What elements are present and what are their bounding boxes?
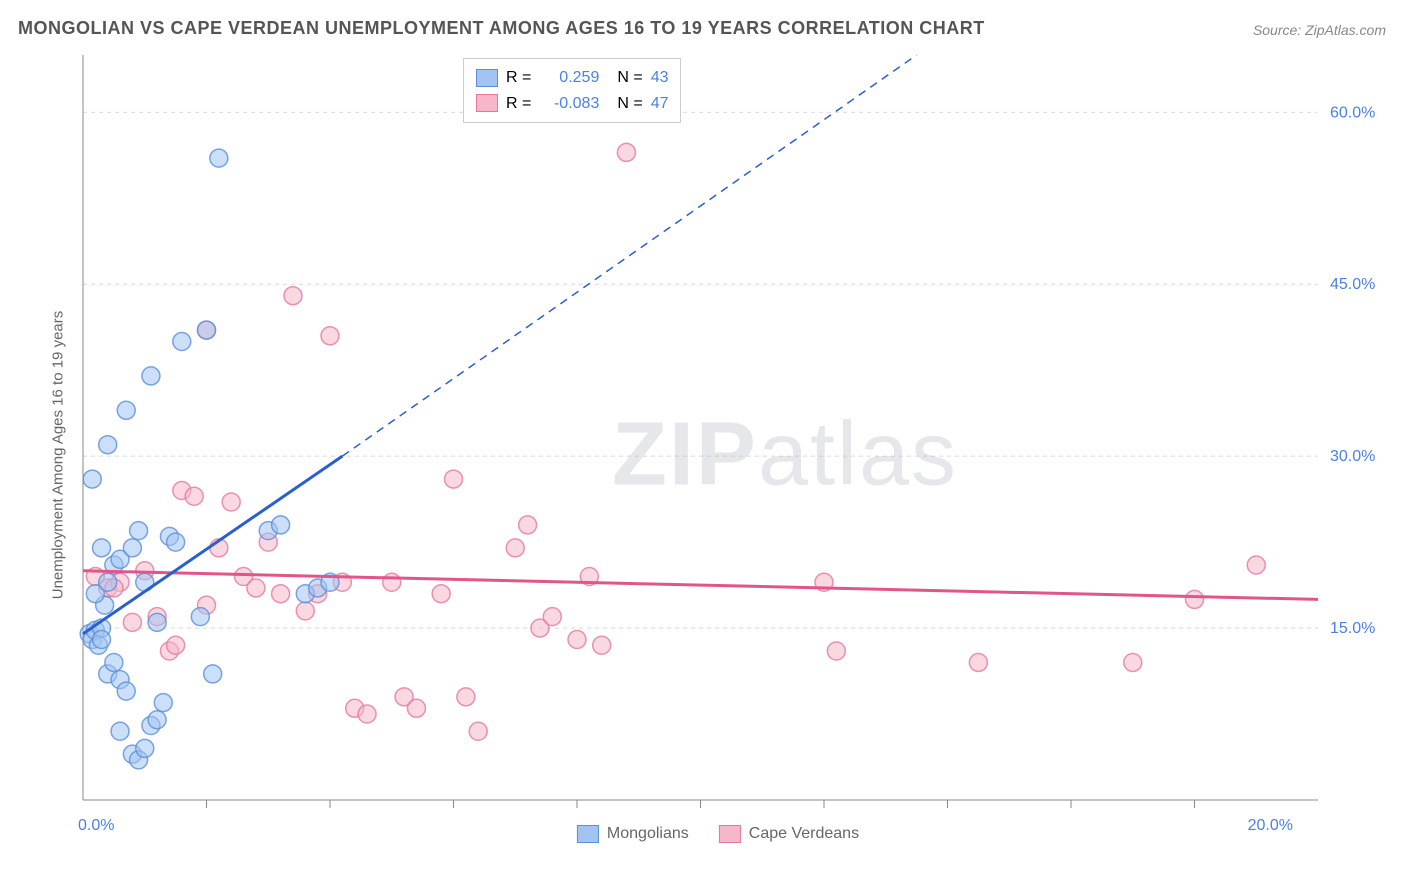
r-label-2: R = <box>506 91 531 117</box>
bottom-label-1: Mongolians <box>607 821 689 847</box>
n-label-2: N = <box>617 91 642 117</box>
svg-text:20.0%: 20.0% <box>1248 817 1293 834</box>
chart-area: Unemployment Among Ages 16 to 19 years 1… <box>48 55 1388 855</box>
bottom-swatch-2 <box>719 825 741 843</box>
r-value-2: -0.083 <box>539 91 599 117</box>
svg-text:60.0%: 60.0% <box>1330 104 1375 121</box>
n-value-2: 47 <box>651 91 669 117</box>
correlation-legend: R = 0.259 N = 43 R = -0.083 N = 47 <box>463 58 681 123</box>
legend-row-series2: R = -0.083 N = 47 <box>476 91 668 117</box>
legend-swatch-series2 <box>476 94 498 112</box>
bottom-legend-item-2: Cape Verdeans <box>719 821 859 847</box>
y-axis-label: Unemployment Among Ages 16 to 19 years <box>50 311 67 600</box>
scatter-plot-svg: 15.0% 30.0% 45.0% 60.0% 0.0% 20.0% <box>48 55 1388 855</box>
svg-text:15.0%: 15.0% <box>1330 620 1375 637</box>
source-attribution: Source: ZipAtlas.com <box>1253 22 1386 38</box>
bottom-legend-item-1: Mongolians <box>577 821 689 847</box>
legend-row-series1: R = 0.259 N = 43 <box>476 65 668 91</box>
n-value-1: 43 <box>651 65 669 91</box>
svg-text:45.0%: 45.0% <box>1330 276 1375 293</box>
n-label-1: N = <box>617 65 642 91</box>
bottom-legend: Mongolians Cape Verdeans <box>577 821 859 847</box>
legend-swatch-series1 <box>476 69 498 87</box>
svg-text:0.0%: 0.0% <box>78 817 114 834</box>
svg-text:30.0%: 30.0% <box>1330 448 1375 465</box>
chart-title: MONGOLIAN VS CAPE VERDEAN UNEMPLOYMENT A… <box>18 18 985 39</box>
r-value-1: 0.259 <box>539 65 599 91</box>
bottom-label-2: Cape Verdeans <box>749 821 859 847</box>
r-label-1: R = <box>506 65 531 91</box>
bottom-swatch-1 <box>577 825 599 843</box>
